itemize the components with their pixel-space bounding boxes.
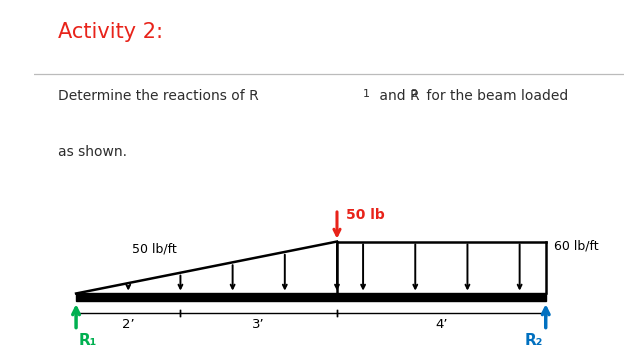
Text: Activity 2:: Activity 2: (58, 22, 163, 42)
Text: as shown.: as shown. (58, 145, 127, 159)
Text: 1: 1 (363, 90, 370, 100)
Bar (76, 294, 546, 301)
Text: 60 lb/ft: 60 lb/ft (553, 240, 598, 252)
Text: 50 lb: 50 lb (346, 208, 385, 222)
Text: 4’: 4’ (435, 318, 447, 331)
Text: for the beam loaded: for the beam loaded (422, 90, 568, 103)
Text: 2: 2 (411, 90, 417, 100)
Text: and R: and R (375, 90, 420, 103)
Text: 3’: 3’ (252, 318, 265, 331)
Text: R₂: R₂ (525, 333, 543, 348)
Text: 2’: 2’ (122, 318, 135, 331)
Text: R₁: R₁ (79, 333, 97, 348)
Text: Determine the reactions of R: Determine the reactions of R (58, 90, 259, 103)
Text: 50 lb/ft: 50 lb/ft (132, 243, 177, 256)
